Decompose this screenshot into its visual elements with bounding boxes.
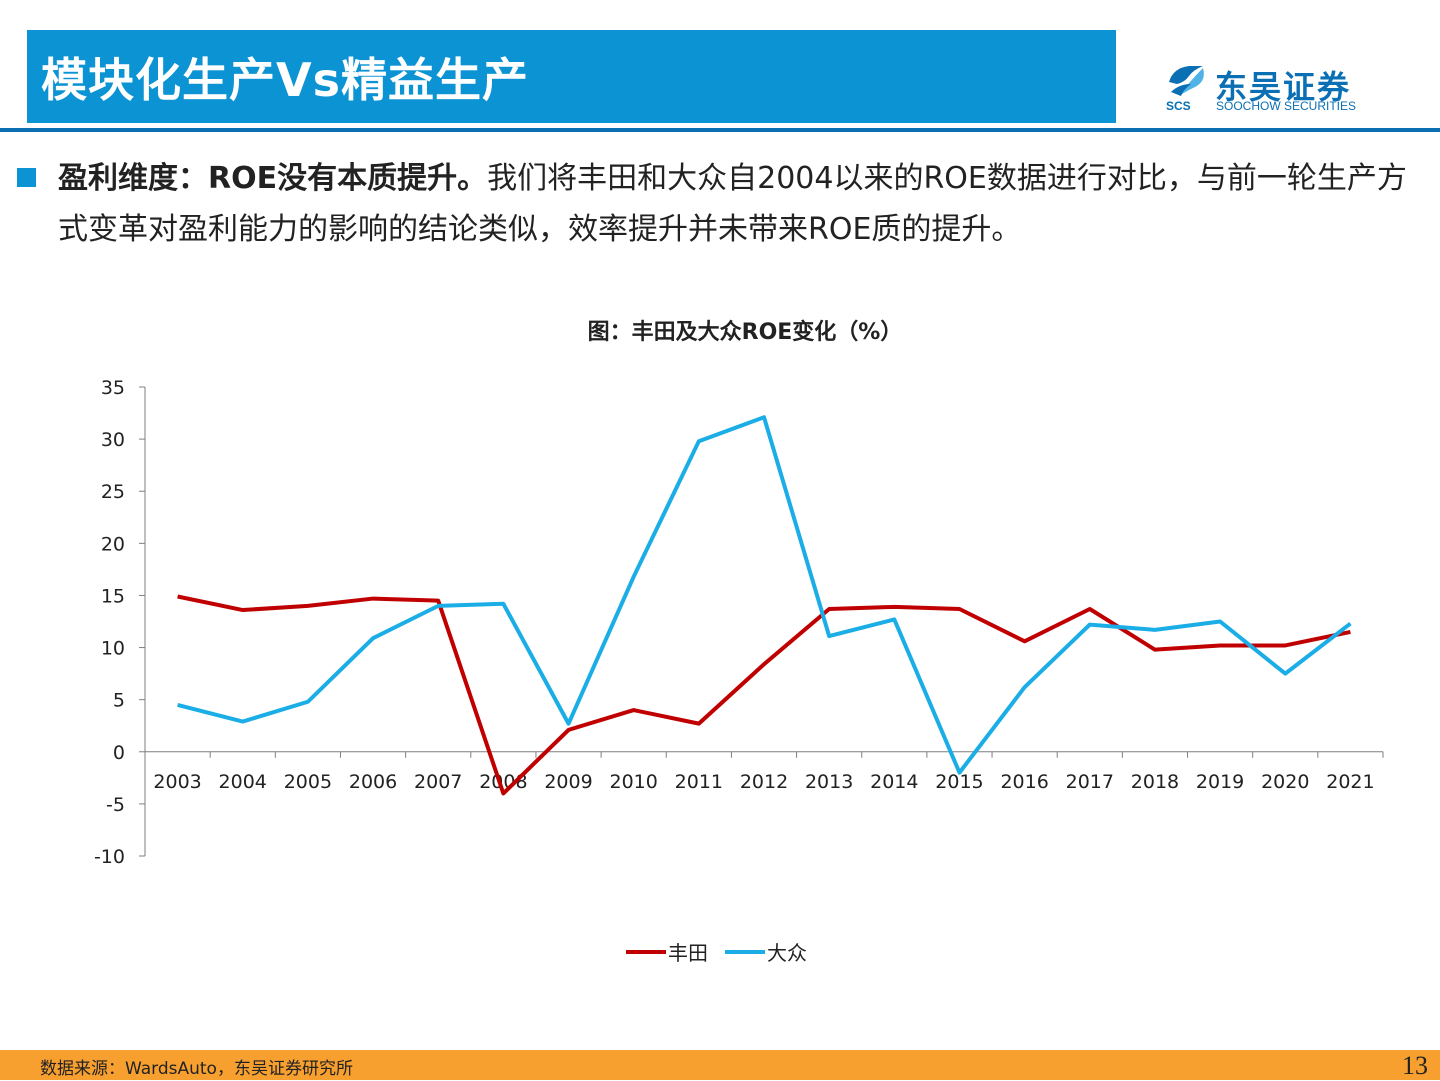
x-tick-label: 2014 xyxy=(870,771,918,793)
y-tick-label: -10 xyxy=(94,846,125,868)
y-tick-label: 5 xyxy=(113,690,125,712)
x-tick-label: 2010 xyxy=(610,771,658,793)
x-tick-label: 2017 xyxy=(1066,771,1114,793)
x-tick-label: 2007 xyxy=(414,771,462,793)
data-source: 数据来源：WardsAuto，东吴证券研究所 xyxy=(40,1054,353,1079)
x-tick-label: 2006 xyxy=(349,771,397,793)
x-tick-label: 2009 xyxy=(544,771,592,793)
x-tick-label: 2012 xyxy=(740,771,788,793)
y-tick-label: -5 xyxy=(106,794,125,816)
x-tick-label: 2020 xyxy=(1261,771,1309,793)
x-tick-label: 2016 xyxy=(1000,771,1048,793)
x-tick-label: 2018 xyxy=(1131,771,1179,793)
x-tick-label: 2005 xyxy=(284,771,332,793)
y-tick-label: 15 xyxy=(101,585,125,607)
footer-bar: 数据来源：WardsAuto，东吴证券研究所 13 xyxy=(0,1050,1440,1080)
legend-label: 丰田 xyxy=(668,941,708,965)
y-tick-label: 25 xyxy=(101,481,125,503)
x-tick-label: 2021 xyxy=(1326,771,1374,793)
y-tick-label: 20 xyxy=(101,533,125,555)
x-tick-label: 2019 xyxy=(1196,771,1244,793)
y-tick-label: 35 xyxy=(101,377,125,399)
y-tick-label: 0 xyxy=(113,742,125,764)
roe-line-chart: 35 30 25 20 15 10 5 0 -5 -10 2003 2004 2005 2006 2007 2… xyxy=(0,0,1440,1000)
legend-label: 大众 xyxy=(767,941,807,965)
y-tick-label: 10 xyxy=(101,638,125,660)
x-tick-label: 2011 xyxy=(675,771,723,793)
x-tick-label: 2004 xyxy=(219,771,267,793)
page-number: 13 xyxy=(1402,1051,1428,1081)
x-tick-label: 2003 xyxy=(153,771,201,793)
series-line-vw xyxy=(178,417,1351,772)
y-tick-label: 30 xyxy=(101,429,125,451)
x-tick-label: 2013 xyxy=(805,771,853,793)
